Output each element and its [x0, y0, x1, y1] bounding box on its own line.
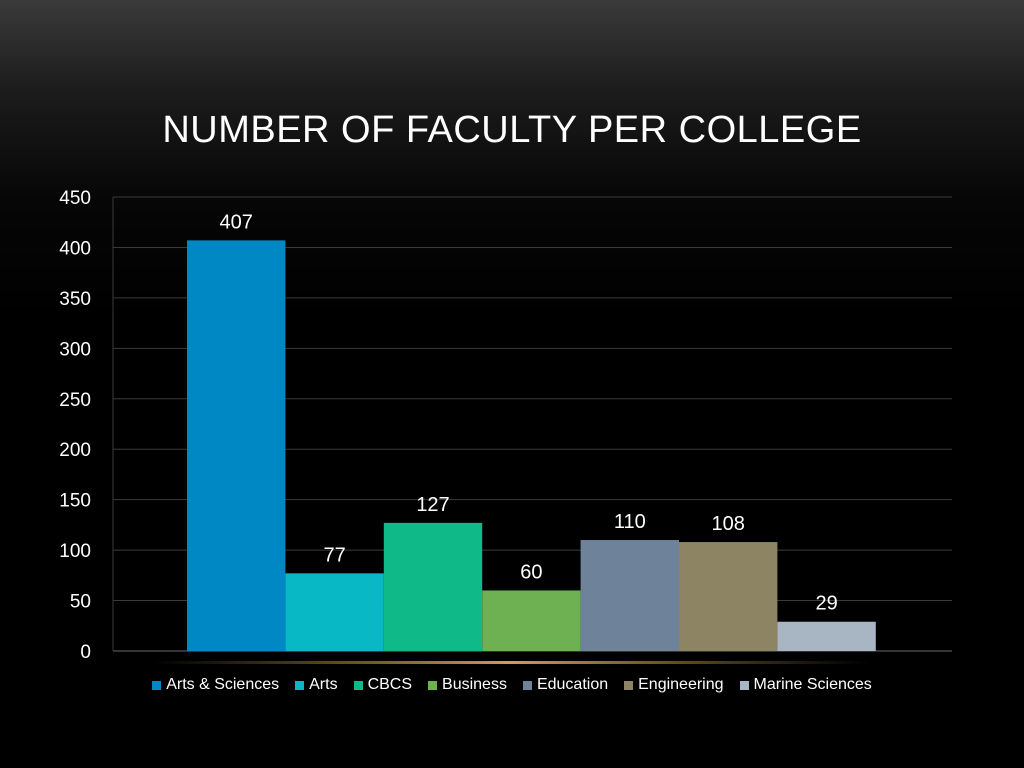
chart-legend: Arts & Sciences Arts CBCS Business Education… — [0, 676, 1024, 694]
legend-label: Arts & Sciences — [166, 676, 280, 693]
legend-item: Marine Sciences — [739, 676, 872, 694]
y-tick-label: 350 — [59, 289, 91, 310]
bar — [383, 522, 483, 651]
legend-label: Arts — [309, 676, 338, 693]
data-label: 29 — [815, 593, 837, 615]
y-tick-label: 0 — [80, 642, 91, 663]
legend-swatch — [428, 680, 438, 690]
bar — [482, 590, 581, 651]
legend-item: Education — [522, 676, 609, 694]
legend-label: Business — [442, 676, 507, 693]
legend-swatch — [295, 680, 305, 690]
legend-swatch — [624, 680, 634, 690]
legend-item: CBCS — [353, 676, 413, 694]
legend-swatch — [353, 680, 363, 690]
bar — [187, 240, 286, 652]
legend-swatch — [152, 680, 162, 690]
data-labels: 407 77 127 60 110 108 29 — [220, 211, 838, 614]
legend-item: Engineering — [624, 676, 724, 694]
y-tick-label: 200 — [59, 440, 91, 461]
y-tick-label: 150 — [59, 491, 91, 512]
data-label: 110 — [614, 511, 646, 533]
y-tick-label: 300 — [59, 339, 91, 360]
legend-item: Business — [428, 676, 507, 694]
y-tick-label: 100 — [59, 541, 91, 562]
legend-item: Arts & Sciences — [152, 676, 279, 694]
bar — [285, 573, 384, 651]
y-tick-label: 250 — [59, 390, 91, 411]
data-label: 77 — [323, 544, 345, 566]
y-tick-label: 450 — [59, 188, 91, 209]
legend-label: CBCS — [367, 676, 413, 693]
slide-title: NUMBER OF FACULTY PER COLLEGE — [162, 109, 862, 151]
bars — [187, 240, 876, 652]
legend-swatch — [522, 680, 532, 690]
y-tick-label: 50 — [70, 592, 91, 613]
floor-glow — [150, 661, 870, 664]
bar — [777, 621, 876, 651]
legend-swatch — [739, 680, 749, 690]
y-axis-ticks: 0 50 100 150 200 250 300 350 400 450 — [59, 188, 91, 663]
legend-label: Education — [536, 676, 609, 693]
data-label: 407 — [220, 211, 253, 233]
legend-label: Marine Sciences — [753, 676, 872, 693]
data-label: 60 — [520, 561, 542, 583]
data-label: 127 — [416, 494, 449, 516]
data-label: 108 — [712, 513, 745, 535]
bar — [580, 540, 679, 651]
y-tick-label: 400 — [59, 238, 91, 259]
legend-label: Engineering — [638, 676, 724, 693]
bar — [679, 542, 778, 651]
legend-item: Arts — [295, 676, 338, 694]
